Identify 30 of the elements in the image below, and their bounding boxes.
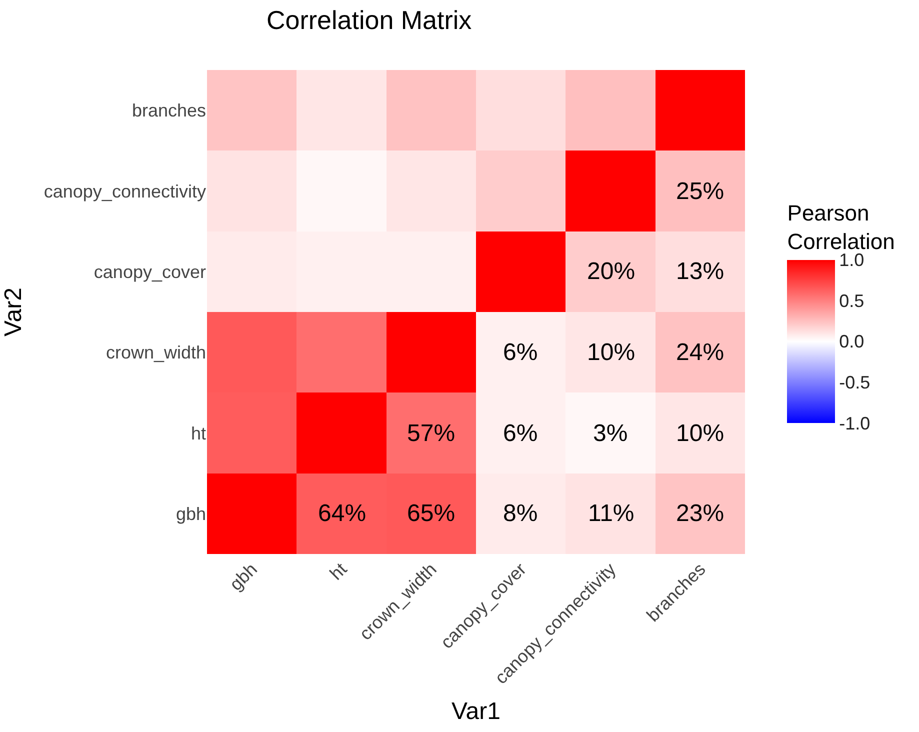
color-bar-label: 0.5 [839,290,864,311]
y-tick-label: gbh [176,504,206,524]
x-axis-title: Var1 [452,698,500,726]
data-label: 57% [407,420,456,447]
data-label: 24% [676,339,724,366]
y-tick-label: ht [190,423,206,444]
x-tick-label: ht [326,559,351,584]
color-bar-label: -0.5 [839,372,870,392]
data-label: 8% [503,500,538,527]
color-bar-label: -1.0 [839,413,870,434]
data-label: 65% [407,500,456,527]
y-tick-label: canopy_cover [94,262,206,282]
y-tick-label: crown_width [106,342,206,363]
y-axis-title: Var2 [0,288,27,336]
data-label: 10% [587,339,636,366]
data-label: 6% [503,339,538,366]
data-label: 6% [503,420,538,447]
data-label: 3% [593,420,628,447]
data-label: 10% [676,420,724,447]
data-label: 23% [676,500,724,527]
chart-title: Correlation Matrix [266,5,472,36]
data-label: 11% [588,500,634,527]
y-tick-label: canopy_connectivity [44,181,206,202]
data-label: 64% [318,500,366,527]
x-tick-label: gbh [226,559,262,594]
data-label: 13% [676,258,724,285]
data-label: 20% [587,258,636,285]
color-bar-label: 0.0 [839,332,864,352]
y-tick-label: branches [132,100,206,121]
data-label: 25% [676,178,724,205]
